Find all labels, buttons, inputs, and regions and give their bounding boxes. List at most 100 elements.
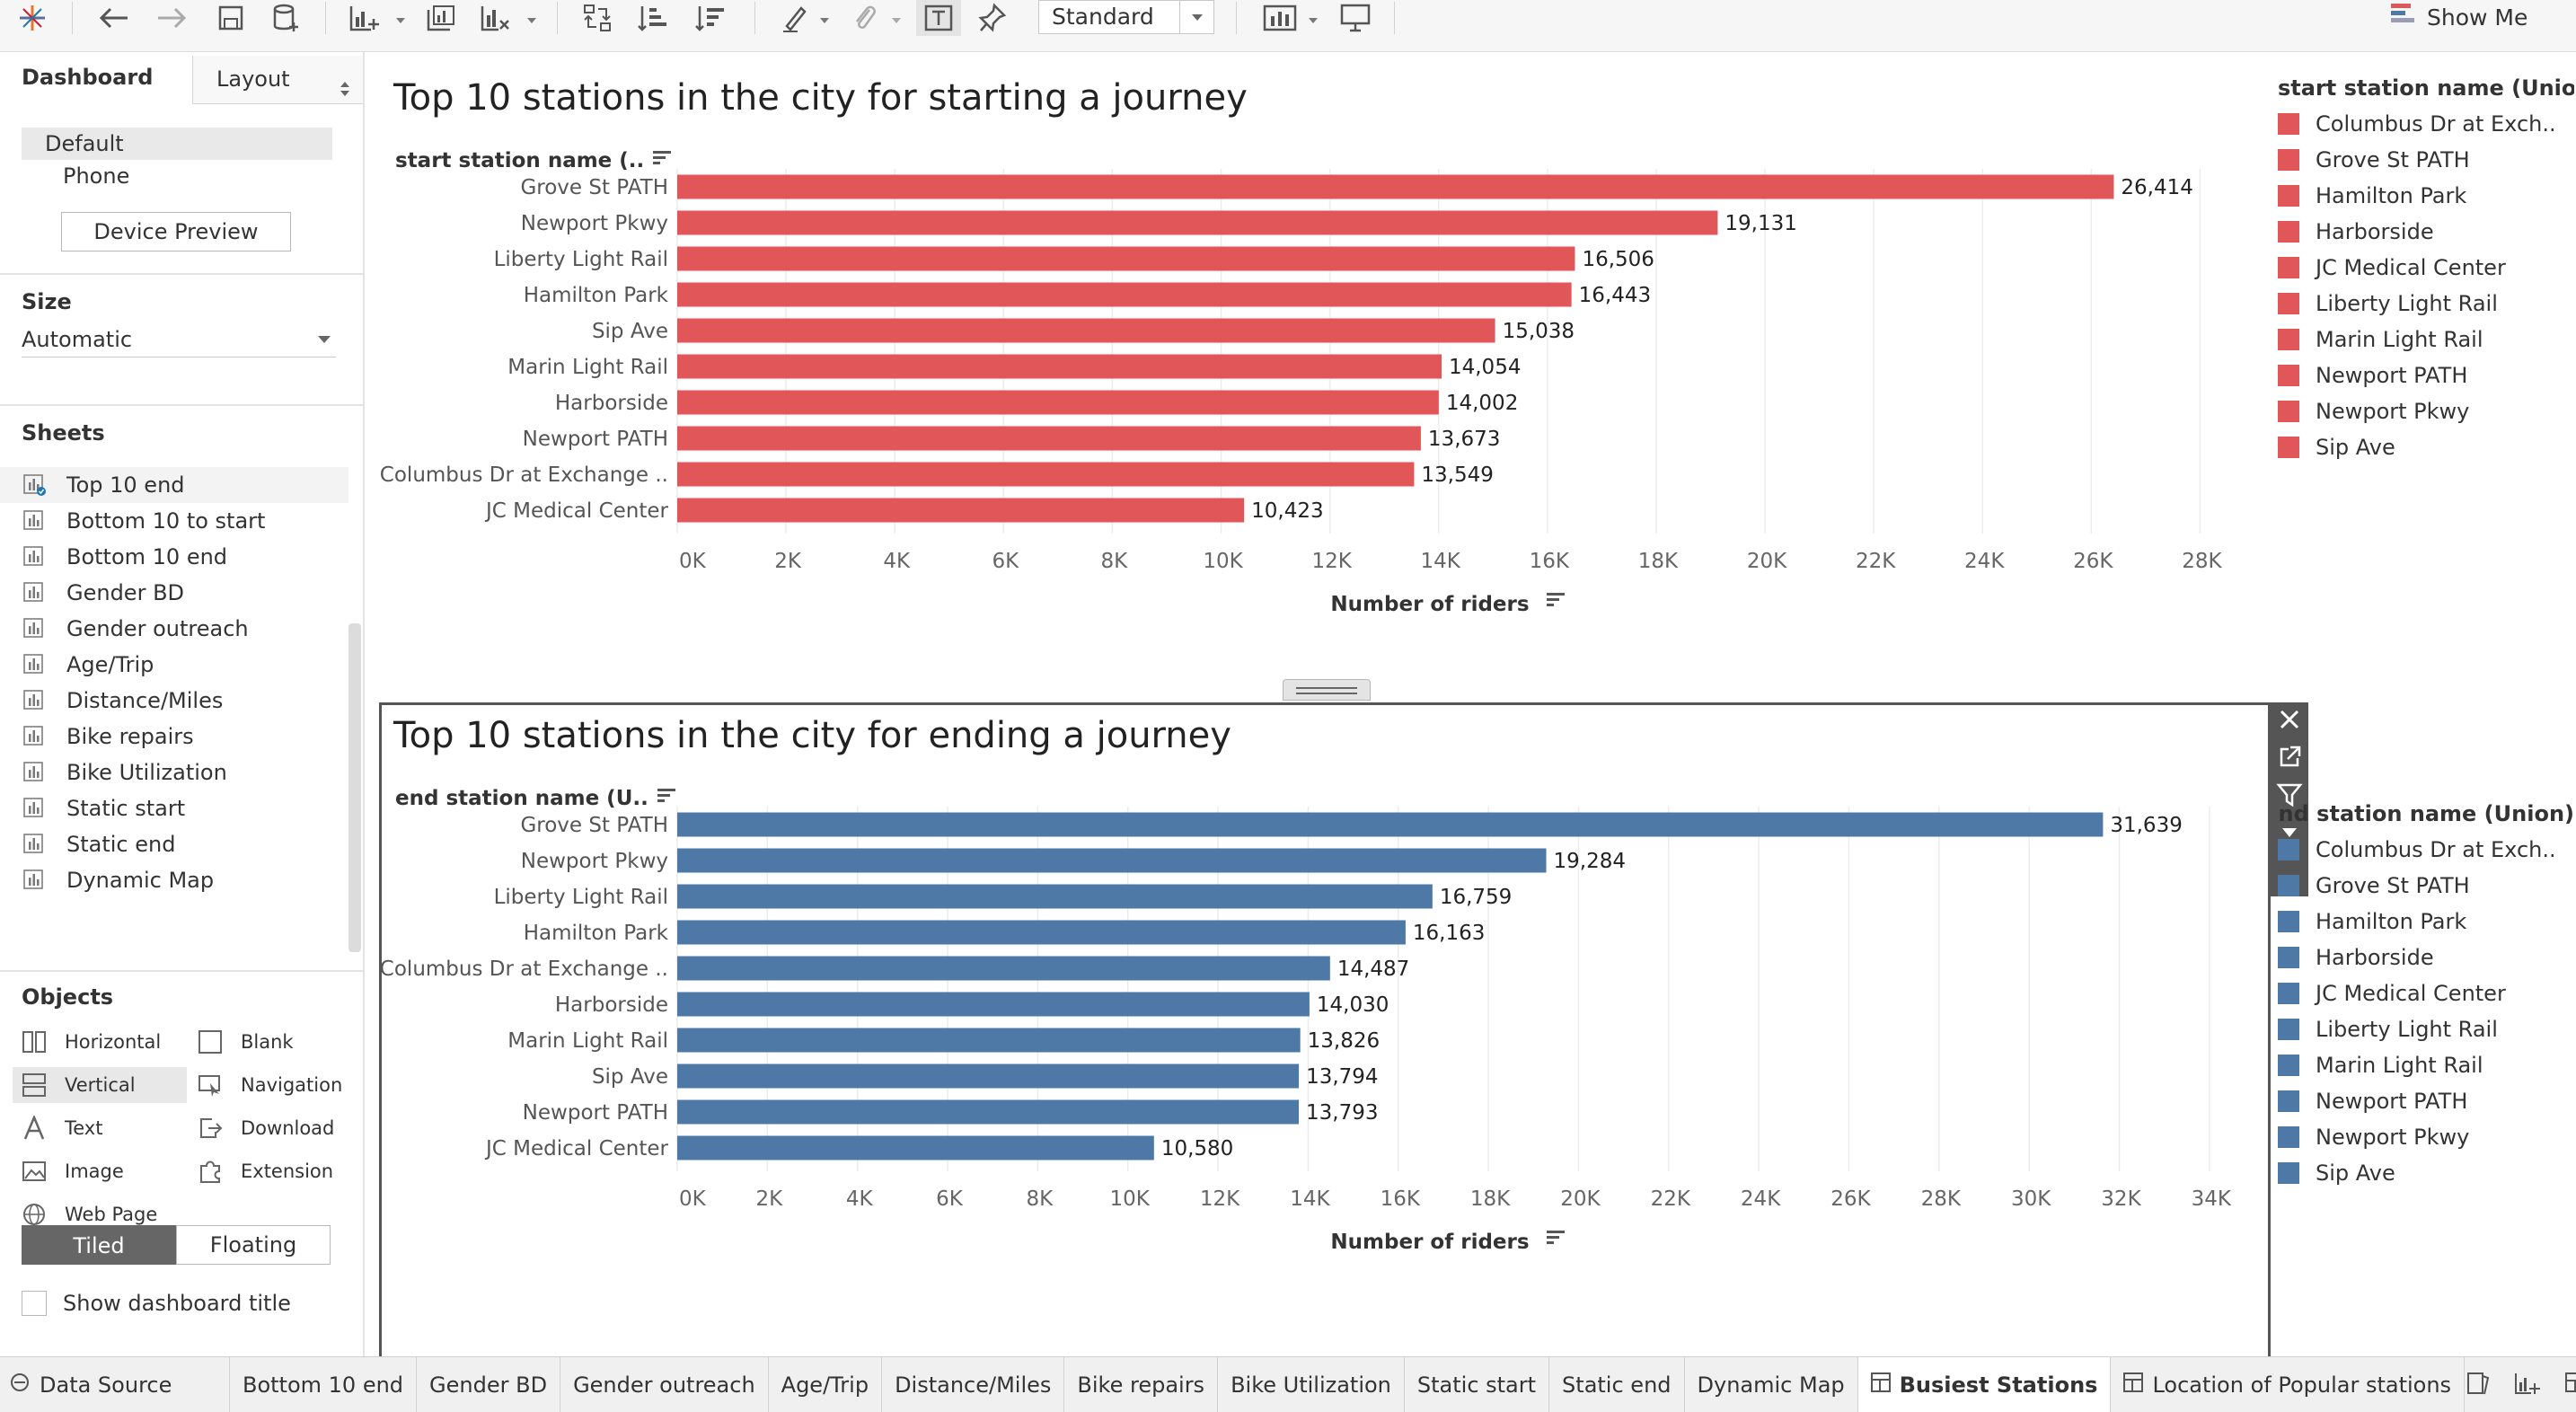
legend-item[interactable]: Newport PATH xyxy=(2278,357,2574,393)
legend-item[interactable]: Newport Pkwy xyxy=(2278,1119,2574,1155)
bar[interactable] xyxy=(677,1099,1300,1125)
bar[interactable] xyxy=(677,1135,1154,1160)
bar[interactable] xyxy=(677,426,1421,451)
new-dashboard-icon[interactable] xyxy=(2563,1371,2576,1399)
sort-descending-icon[interactable] xyxy=(690,0,731,36)
new-worksheet-icon[interactable] xyxy=(2513,1371,2541,1399)
legend-item[interactable]: Columbus Dr at Exch.. xyxy=(2278,832,2574,868)
legend-item[interactable]: Newport Pkwy xyxy=(2278,393,2574,429)
redo-icon[interactable] xyxy=(151,0,192,36)
legend-item[interactable]: Grove St PATH xyxy=(2278,868,2574,904)
sheet-tab[interactable]: Dynamic Map xyxy=(1685,1357,1858,1412)
object-vertical[interactable]: Vertical xyxy=(13,1067,187,1103)
legend-item[interactable]: Grove St PATH xyxy=(2278,142,2574,178)
filter-icon[interactable] xyxy=(2276,781,2303,808)
tab-layout[interactable]: Layout xyxy=(192,56,363,104)
bar[interactable] xyxy=(677,210,1718,235)
tableau-logo-icon[interactable] xyxy=(14,0,50,36)
sheets-scrollbar[interactable] xyxy=(348,623,361,952)
bar[interactable] xyxy=(677,246,1575,271)
close-icon[interactable] xyxy=(2276,706,2303,733)
sheet-item[interactable]: Static end xyxy=(0,826,348,862)
sheet-item[interactable]: Bottom 10 end xyxy=(0,539,348,575)
bar[interactable] xyxy=(677,884,1433,909)
presentation-icon[interactable] xyxy=(1333,0,1378,36)
sheet-item[interactable]: Dynamic Map xyxy=(0,862,348,898)
legend-item[interactable]: Sip Ave xyxy=(2278,429,2574,465)
sheet-tab[interactable]: Busiest Stations xyxy=(1857,1357,2112,1412)
sheet-tab[interactable]: Bike repairs xyxy=(1064,1357,1219,1412)
tab-data-source[interactable]: Data Source xyxy=(0,1357,230,1412)
sort-icon[interactable] xyxy=(657,787,677,810)
pin-icon[interactable] xyxy=(972,0,1013,36)
clear-sheet-icon[interactable] xyxy=(474,0,516,36)
legend-item[interactable]: Newport PATH xyxy=(2278,1083,2574,1119)
bar[interactable] xyxy=(677,318,1495,343)
object-image[interactable]: Image xyxy=(22,1153,183,1189)
chevron-down-icon[interactable] xyxy=(1308,13,1319,23)
legend-item[interactable]: Marin Light Rail xyxy=(2278,322,2574,357)
legend-item[interactable]: Liberty Light Rail xyxy=(2278,286,2574,322)
object-web-page[interactable]: Web Page xyxy=(22,1196,183,1232)
legend-item[interactable]: Marin Light Rail xyxy=(2278,1047,2574,1083)
undo-icon[interactable] xyxy=(93,0,135,36)
bar[interactable] xyxy=(677,498,1245,523)
floating-button[interactable]: Floating xyxy=(176,1225,331,1265)
tab-dashboard[interactable]: Dashboard xyxy=(22,65,154,90)
sheet-tab[interactable]: Age/Trip xyxy=(769,1357,883,1412)
object-blank[interactable]: Blank xyxy=(198,1024,359,1060)
legend-item[interactable]: Columbus Dr at Exch.. xyxy=(2278,106,2574,142)
resize-handle[interactable] xyxy=(1283,679,1371,701)
bar[interactable] xyxy=(677,282,1572,307)
legend-item[interactable]: Liberty Light Rail xyxy=(2278,1011,2574,1047)
sort-icon[interactable] xyxy=(1547,1231,1565,1244)
show-dashboard-title-checkbox[interactable] xyxy=(22,1291,47,1316)
sheet-item[interactable]: Gender BD xyxy=(0,575,348,611)
sort-ascending-icon[interactable] xyxy=(632,0,674,36)
legend-item[interactable]: JC Medical Center xyxy=(2278,975,2574,1011)
chart-options-icon[interactable] xyxy=(1257,0,1302,36)
legend-item[interactable]: Harborside xyxy=(2278,214,2574,250)
sheet-tab[interactable]: Gender BD xyxy=(417,1357,561,1412)
highlight-icon[interactable] xyxy=(774,0,816,36)
object-text[interactable]: Text xyxy=(22,1110,183,1146)
sort-icon[interactable] xyxy=(653,149,673,172)
device-phone[interactable]: Phone xyxy=(63,163,130,189)
more-options-icon[interactable] xyxy=(2276,819,2303,846)
legend-item[interactable]: Hamilton Park xyxy=(2278,178,2574,214)
object-download[interactable]: Download xyxy=(198,1110,359,1146)
object-extension[interactable]: Extension xyxy=(198,1153,359,1189)
sheet-item[interactable]: Bike repairs xyxy=(0,719,348,755)
show-me-button[interactable]: Show Me xyxy=(2389,0,2527,34)
duplicate-sheet-icon[interactable] xyxy=(420,0,462,36)
sheet-item[interactable]: Top 10 end xyxy=(0,467,348,503)
show-dashboard-title-row[interactable]: Show dashboard title xyxy=(22,1288,291,1319)
show-labels-icon[interactable] xyxy=(916,0,961,36)
bar[interactable] xyxy=(677,920,1406,945)
sheet-tab[interactable]: Bike Utilization xyxy=(1218,1357,1405,1412)
swap-axes-icon[interactable] xyxy=(577,0,618,36)
sheet-item[interactable]: Bottom 10 to start xyxy=(0,503,348,539)
save-icon[interactable] xyxy=(210,0,251,36)
device-default[interactable]: Default xyxy=(22,128,332,160)
legend-item[interactable]: Hamilton Park xyxy=(2278,904,2574,940)
chevron-down-icon[interactable] xyxy=(526,13,537,23)
sheet-tab[interactable]: Location of Popular stations xyxy=(2111,1357,2466,1412)
chevron-down-icon[interactable] xyxy=(891,13,902,23)
bar[interactable] xyxy=(677,390,1439,415)
bar[interactable] xyxy=(677,354,1442,379)
row-field-pill-end[interactable]: end station name (U.. xyxy=(395,787,677,810)
size-select[interactable]: Automatic xyxy=(22,322,336,357)
row-field-pill-start[interactable]: start station name (.. xyxy=(395,149,673,172)
sheet-tab[interactable]: Static end xyxy=(1549,1357,1685,1412)
sheet-tab[interactable]: Static start xyxy=(1405,1357,1550,1412)
tiled-button[interactable]: Tiled xyxy=(22,1225,176,1265)
legend-item[interactable]: JC Medical Center xyxy=(2278,250,2574,286)
bar[interactable] xyxy=(677,956,1330,981)
sheet-item[interactable]: Bike Utilization xyxy=(0,755,348,790)
bar[interactable] xyxy=(677,848,1547,873)
go-to-sheet-icon[interactable] xyxy=(2276,744,2303,771)
sheet-tab[interactable]: Distance/Miles xyxy=(882,1357,1065,1412)
bar[interactable] xyxy=(677,1063,1300,1089)
sheet-item[interactable]: Age/Trip xyxy=(0,647,348,683)
